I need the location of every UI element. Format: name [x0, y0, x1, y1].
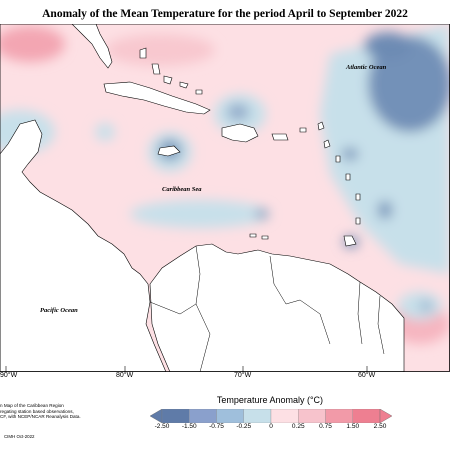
legend-tick: 1.50	[346, 423, 360, 430]
legend-cell	[189, 409, 217, 423]
legend-cell	[161, 409, 190, 423]
legend-arrow-right	[379, 409, 392, 423]
legend-cell	[298, 409, 326, 423]
land-masses	[0, 24, 405, 372]
legend-cell	[216, 409, 244, 423]
anomaly-map: Atlantic Ocean Caribbean Sea Pacific Oce…	[0, 24, 450, 372]
legend-arrow-left	[150, 409, 163, 423]
label-atlantic: Atlantic Ocean	[345, 64, 387, 71]
legend-tick: 2.50	[373, 423, 387, 430]
label-pacific: Pacific Ocean	[40, 307, 78, 314]
legend-tick: -1.50	[181, 423, 197, 430]
caption-line: regating station based observations,	[0, 408, 74, 414]
legend-cell	[325, 409, 353, 423]
legend-title: Temperature Anomaly (°C)	[216, 395, 324, 405]
label-caribbean: Caribbean Sea	[162, 186, 202, 193]
legend-colorbar	[150, 409, 392, 423]
copyright: CIMH Oct-2022	[4, 434, 35, 439]
lon-label-70w: 70°W	[234, 372, 252, 379]
legend-cell	[352, 409, 381, 423]
legend-tick: -0.25	[236, 423, 252, 430]
map-svg: Atlantic Ocean Caribbean Sea Pacific Oce…	[0, 24, 450, 372]
legend-cell	[270, 409, 299, 423]
legend-tick: 0.75	[319, 423, 332, 430]
legend-tick: -2.50	[154, 423, 170, 430]
legend-tick: -0.75	[209, 423, 224, 430]
legend-cell	[243, 409, 272, 423]
lon-ticks	[5, 366, 368, 372]
caption-line: n Map of the Caribbean Region	[0, 403, 64, 408]
borders	[149, 245, 385, 372]
lon-label-90w: 90°W	[0, 372, 18, 379]
lon-label-80w: 80°W	[116, 372, 134, 379]
caption: n Map of the Caribbean Region regating s…	[0, 403, 81, 420]
lon-label-60w: 60°W	[358, 372, 376, 379]
caption-line: CF, with NCEP/NCAR Reanalysis Data.	[0, 414, 81, 420]
map-title: Anomaly of the Mean Temperature for the …	[42, 8, 408, 20]
legend-tick: 0.25	[291, 423, 305, 430]
legend-tick: 0	[269, 423, 273, 430]
